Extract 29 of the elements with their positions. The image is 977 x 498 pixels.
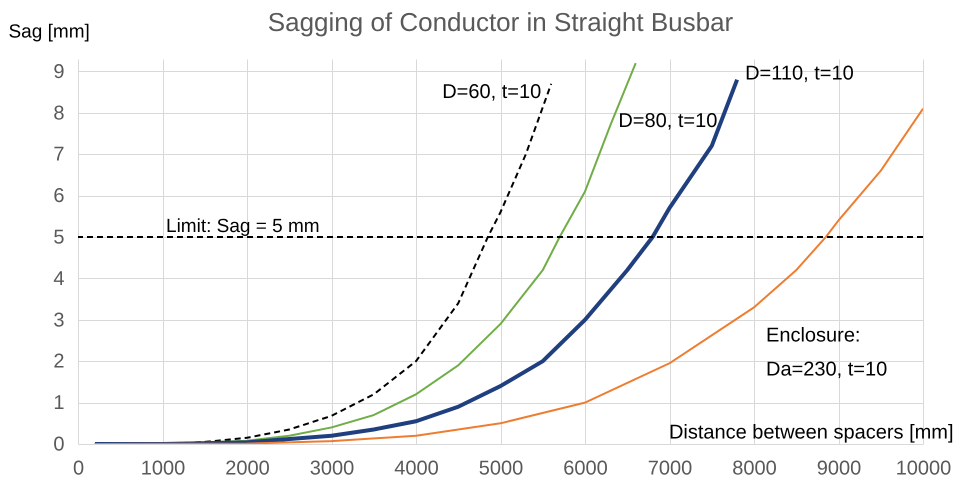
y-tick-label: 6 [53, 185, 64, 208]
x-tick-label: 0 [72, 458, 84, 480]
y-axis-title: Sag [mm] [8, 22, 90, 42]
x-tick-label: 1000 [140, 458, 186, 480]
y-tick-label: 1 [53, 392, 64, 414]
ref-line-label: Limit: Sag = 5 mm [166, 216, 320, 238]
y-tick-label: 2 [53, 350, 64, 373]
x-tick-label: 5000 [478, 458, 524, 480]
y-tick-label: 7 [53, 144, 64, 166]
x-tick-label: 2000 [225, 458, 270, 480]
y-tick-label: 0 [53, 434, 64, 456]
y-tick-label: 5 [53, 226, 64, 249]
y-tick-label: 8 [53, 102, 64, 124]
x-tick-label: 6000 [563, 458, 608, 480]
x-tick-label: 4000 [394, 458, 439, 480]
series-label: D=60, t=10 [442, 80, 542, 103]
x-tick-label: 10000 [896, 458, 952, 480]
x-tick-label: 9000 [816, 458, 862, 480]
series-label: D=80, t=10 [618, 110, 718, 132]
series-label: Enclosure: Da=230, t=10 [766, 324, 888, 380]
x-tick-label: 8000 [732, 458, 777, 480]
chart-title: Sagging of Conductor in Straight Busbar [268, 7, 734, 37]
x-axis-title: Distance between spacers [mm] [668, 422, 954, 444]
x-tick-label: 7000 [648, 458, 692, 480]
y-tick-label: 3 [53, 309, 64, 332]
y-tick-label: 4 [53, 268, 64, 290]
series-label: D=110, t=10 [745, 62, 854, 85]
x-tick-label: 3000 [310, 458, 354, 480]
y-tick-label: 9 [53, 60, 64, 83]
